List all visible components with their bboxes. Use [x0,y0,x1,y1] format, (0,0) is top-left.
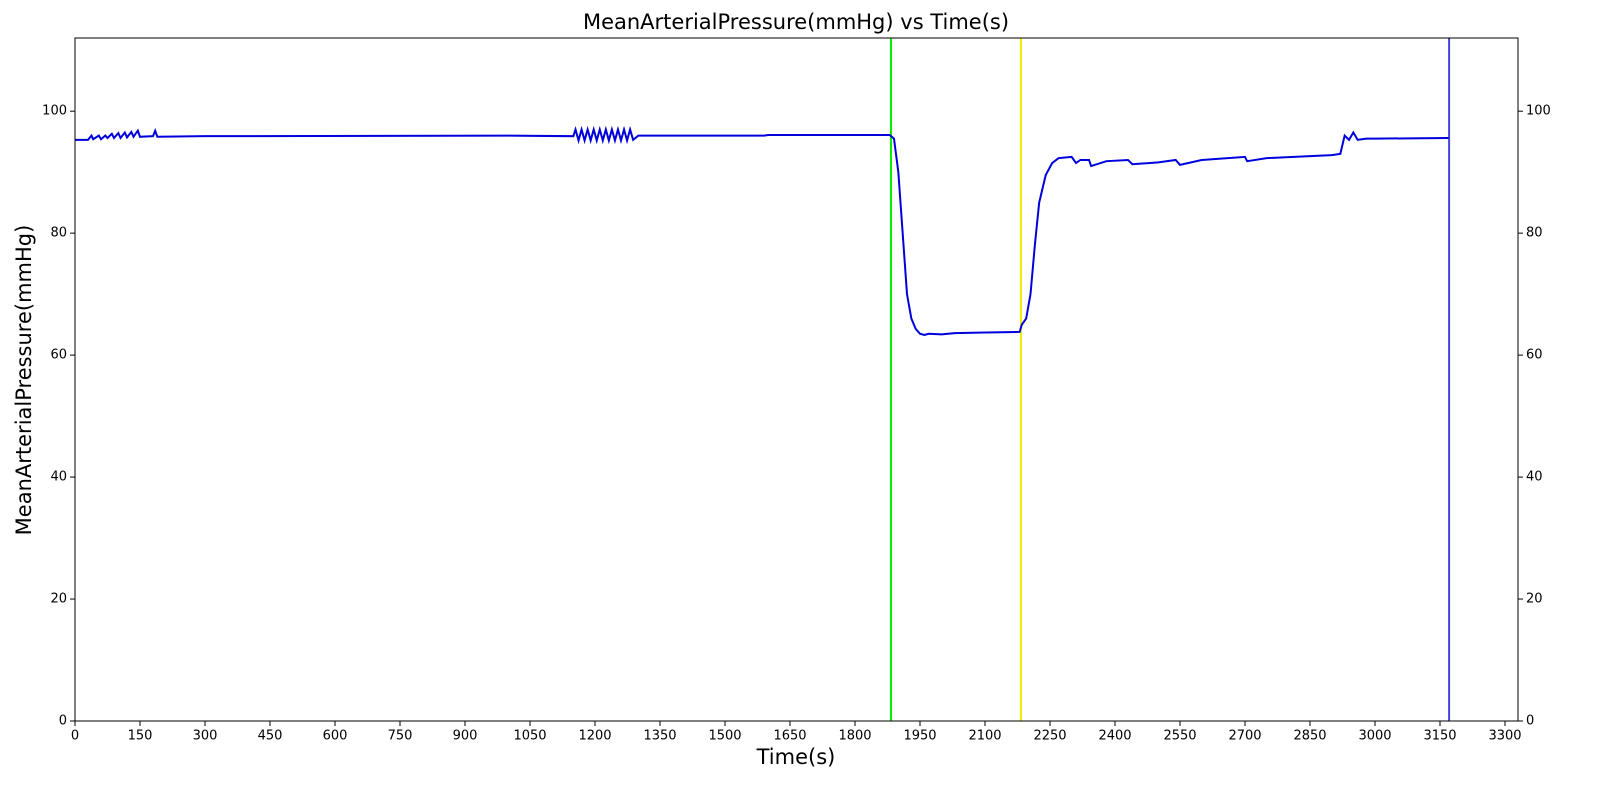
x-tick-label: 2550 [1163,729,1196,744]
x-tick-label: 450 [258,729,283,744]
x-tick-label: 2850 [1293,729,1326,744]
data-line [75,125,1449,337]
y-axis-label: MeanArterialPressure(mmHg) [12,225,36,536]
x-tick-label: 2400 [1098,729,1131,744]
x-tick-label: 900 [453,729,478,744]
y2-tick-label: 100 [1526,104,1551,119]
y2-tick-label: 20 [1526,592,1543,607]
x-tick-label: 1800 [838,729,871,744]
x-tick-label: 750 [388,729,413,744]
x-tick-label: 2250 [1033,729,1066,744]
plot-frame [74,37,1519,722]
y-tick-label: 80 [50,226,67,241]
x-tick-label: 2100 [968,729,1001,744]
y-tick-label: 100 [42,104,67,119]
x-tick-label: 1950 [903,729,936,744]
y-tick-label: 60 [50,348,67,363]
x-tick-label: 1200 [578,729,611,744]
x-tick-label: 0 [71,729,79,744]
x-tick-label: 1650 [773,729,806,744]
y2-tick-label: 0 [1526,714,1534,729]
x-tick-label: 2700 [1228,729,1261,744]
x-tick-label: 1050 [513,729,546,744]
y-tick-label: 0 [59,714,67,729]
x-tick-label: 3150 [1423,729,1456,744]
x-tick-label: 150 [128,729,153,744]
x-tick-label: 3000 [1358,729,1391,744]
y2-tick-label: 40 [1526,470,1543,485]
x-tick-label: 1500 [708,729,741,744]
x-axis-label: Time(s) [756,745,836,769]
x-tick-label: 3300 [1488,729,1521,744]
x-tick-label: 1350 [643,729,676,744]
x-tick-label: 600 [323,729,348,744]
y-tick-label: 20 [50,592,67,607]
x-tick-label: 300 [193,729,218,744]
y2-tick-label: 60 [1526,348,1543,363]
y2-tick-label: 80 [1526,226,1543,241]
y-tick-label: 40 [50,470,67,485]
chart-title: MeanArterialPressure(mmHg) vs Time(s) [583,10,1009,34]
